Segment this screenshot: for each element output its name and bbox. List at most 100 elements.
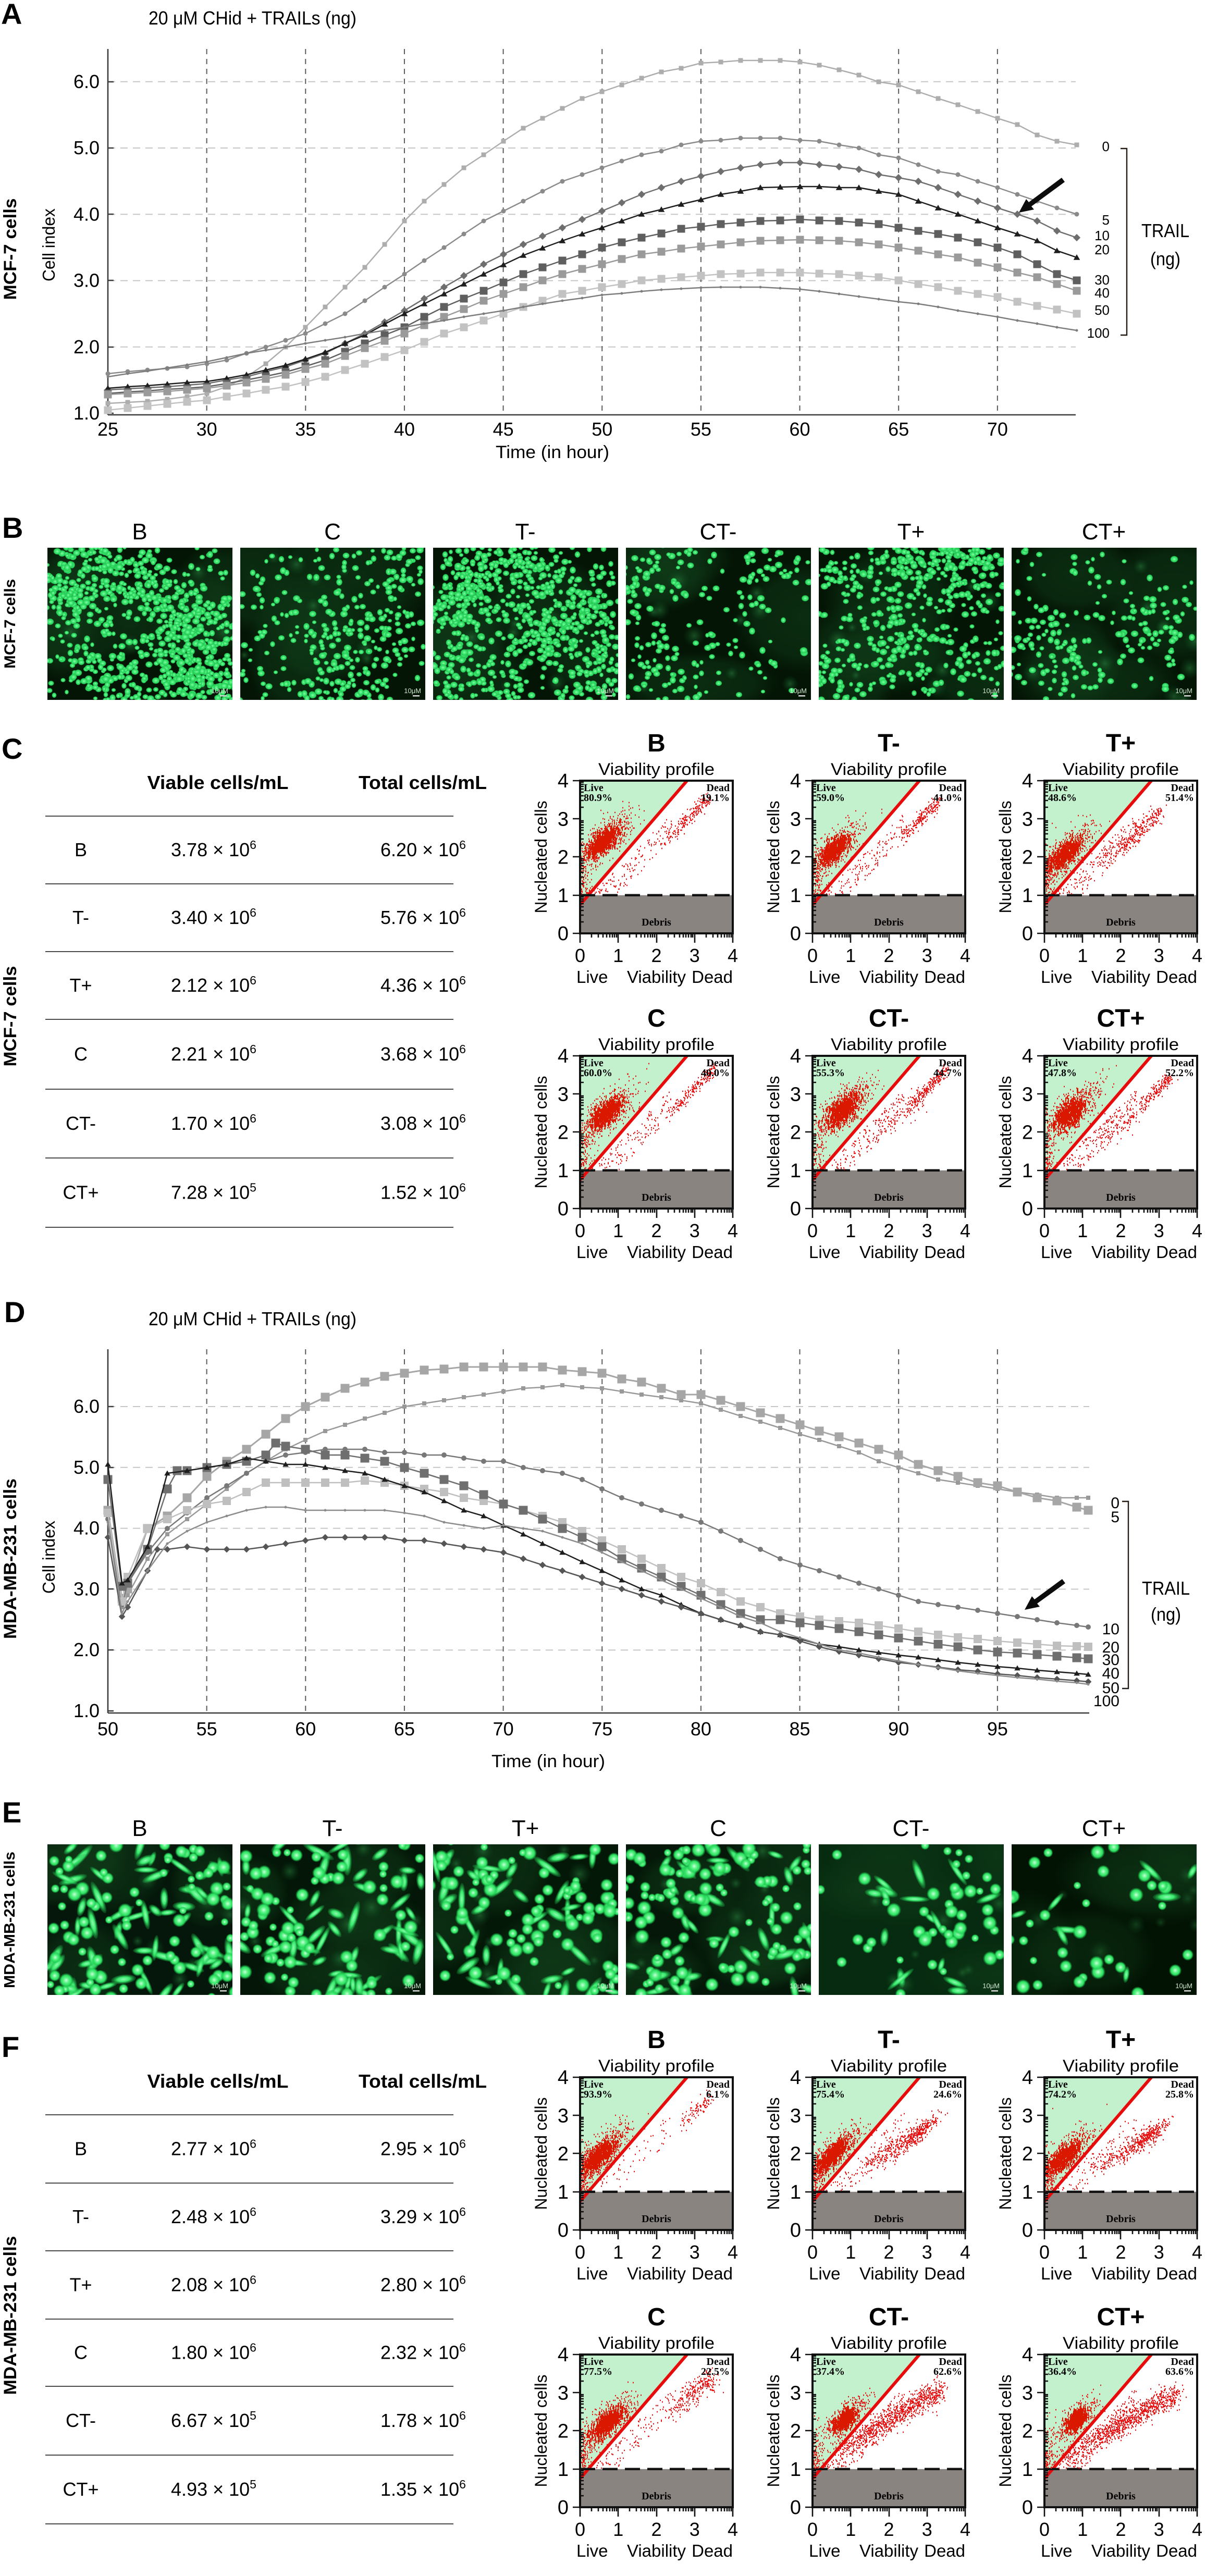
svg-text:3: 3 bbox=[558, 2382, 569, 2404]
svg-text:TRAIL: TRAIL bbox=[1142, 1577, 1190, 1599]
svg-text:55: 55 bbox=[691, 418, 711, 440]
svg-text:0: 0 bbox=[1022, 2220, 1033, 2241]
svg-text:Nucleated cells: Nucleated cells bbox=[996, 1076, 1015, 1189]
svg-text:2.77 × 106: 2.77 × 106 bbox=[171, 2137, 256, 2160]
svg-text:10: 10 bbox=[1102, 1621, 1119, 1638]
svg-text:1: 1 bbox=[790, 2459, 801, 2481]
svg-text:Nucleated cells: Nucleated cells bbox=[996, 801, 1015, 914]
svg-text:100: 100 bbox=[1093, 1693, 1119, 1710]
svg-text:3: 3 bbox=[922, 2241, 932, 2263]
svg-text:Live: Live bbox=[816, 782, 836, 794]
svg-text:MCF-7 cells: MCF-7 cells bbox=[2, 579, 19, 669]
svg-text:0: 0 bbox=[1022, 1198, 1033, 1220]
svg-text:Debris: Debris bbox=[1106, 1192, 1136, 1203]
svg-text:70: 70 bbox=[493, 1718, 514, 1740]
svg-text:2: 2 bbox=[883, 1220, 894, 1241]
svg-text:Live: Live bbox=[1041, 967, 1073, 987]
svg-text:3: 3 bbox=[690, 2519, 700, 2540]
svg-text:T-: T- bbox=[878, 730, 900, 757]
svg-text:Live: Live bbox=[809, 1242, 841, 1262]
svg-text:50: 50 bbox=[1102, 1680, 1119, 1697]
svg-text:2: 2 bbox=[1022, 2143, 1033, 2165]
svg-text:2.21 × 106: 2.21 × 106 bbox=[171, 1042, 256, 1065]
svg-text:Viability profile: Viability profile bbox=[598, 760, 715, 779]
svg-text:1: 1 bbox=[613, 2519, 623, 2540]
svg-text:MCF-7 cells: MCF-7 cells bbox=[1, 199, 20, 300]
svg-text:4.93 × 105: 4.93 × 105 bbox=[171, 2478, 256, 2500]
svg-text:55: 55 bbox=[196, 1718, 217, 1740]
svg-text:Viability: Viability bbox=[859, 967, 919, 987]
svg-text:Debris: Debris bbox=[642, 2491, 671, 2502]
svg-text:2: 2 bbox=[790, 847, 801, 869]
svg-text:1: 1 bbox=[790, 1160, 801, 1182]
svg-text:4: 4 bbox=[960, 2241, 970, 2263]
svg-text:0: 0 bbox=[807, 945, 818, 966]
svg-text:T-: T- bbox=[878, 2026, 900, 2054]
svg-text:4: 4 bbox=[1022, 1045, 1033, 1067]
svg-text:3: 3 bbox=[922, 945, 932, 966]
svg-text:2: 2 bbox=[1115, 2241, 1126, 2263]
svg-text:Viability: Viability bbox=[1091, 2264, 1151, 2283]
svg-text:Live: Live bbox=[1048, 782, 1068, 794]
svg-text:1: 1 bbox=[845, 2519, 856, 2540]
svg-text:Dead: Dead bbox=[1156, 1242, 1197, 1262]
svg-text:3.0: 3.0 bbox=[73, 270, 100, 291]
svg-text:2: 2 bbox=[790, 1122, 801, 1144]
svg-text:CT+: CT+ bbox=[63, 1182, 99, 1203]
svg-text:100: 100 bbox=[1087, 325, 1110, 341]
svg-text:CT+: CT+ bbox=[63, 2479, 99, 2500]
svg-text:Live: Live bbox=[1048, 2356, 1068, 2368]
svg-text:4: 4 bbox=[1192, 2519, 1202, 2540]
svg-text:Dead: Dead bbox=[707, 2356, 730, 2368]
svg-text:10μM: 10μM bbox=[1175, 687, 1192, 695]
svg-text:0: 0 bbox=[1022, 923, 1033, 945]
svg-text:Dead: Dead bbox=[707, 782, 730, 794]
svg-text:2.95 × 106: 2.95 × 106 bbox=[380, 2137, 466, 2160]
svg-text:0: 0 bbox=[1022, 2497, 1033, 2519]
svg-text:1: 1 bbox=[613, 2241, 623, 2263]
svg-text:4: 4 bbox=[790, 2067, 801, 2089]
svg-text:Debris: Debris bbox=[1106, 2213, 1136, 2225]
svg-text:Nucleated cells: Nucleated cells bbox=[532, 2098, 550, 2210]
svg-text:2.08 × 106: 2.08 × 106 bbox=[171, 2273, 256, 2296]
svg-text:Dead: Dead bbox=[1156, 967, 1197, 987]
svg-text:Nucleated cells: Nucleated cells bbox=[532, 2375, 550, 2487]
svg-text:59.0%: 59.0% bbox=[816, 792, 845, 804]
svg-text:4: 4 bbox=[728, 2519, 738, 2540]
svg-text:1.70 × 106: 1.70 × 106 bbox=[171, 1112, 256, 1134]
svg-text:Dead: Dead bbox=[1171, 782, 1194, 794]
svg-text:Live: Live bbox=[576, 967, 608, 987]
svg-text:60.0%: 60.0% bbox=[584, 1067, 612, 1079]
svg-text:C: C bbox=[74, 2342, 88, 2363]
svg-text:80: 80 bbox=[691, 1718, 711, 1740]
svg-text:70: 70 bbox=[987, 418, 1008, 440]
svg-text:B: B bbox=[75, 2138, 87, 2160]
svg-text:Live: Live bbox=[1041, 1242, 1073, 1262]
svg-text:3: 3 bbox=[1022, 808, 1033, 830]
svg-text:T+: T+ bbox=[1106, 730, 1136, 757]
svg-text:45: 45 bbox=[493, 418, 514, 440]
svg-text:T+: T+ bbox=[69, 975, 92, 996]
svg-text:4: 4 bbox=[728, 2241, 738, 2263]
svg-text:2: 2 bbox=[651, 1220, 661, 1241]
svg-text:30: 30 bbox=[196, 418, 217, 440]
svg-text:4.0: 4.0 bbox=[73, 1518, 100, 1539]
svg-text:1: 1 bbox=[790, 2181, 801, 2203]
svg-text:3: 3 bbox=[1154, 2519, 1164, 2540]
svg-text:10μM: 10μM bbox=[597, 687, 614, 695]
svg-text:4: 4 bbox=[960, 1220, 970, 1241]
svg-text:3: 3 bbox=[790, 808, 801, 830]
svg-text:3: 3 bbox=[1022, 2105, 1033, 2127]
svg-text:B: B bbox=[132, 1816, 147, 1841]
svg-text:20 μM CHid + TRAILs (ng): 20 μM CHid + TRAILs (ng) bbox=[149, 7, 356, 29]
svg-text:5.0: 5.0 bbox=[73, 137, 100, 158]
svg-text:10μM: 10μM bbox=[404, 1982, 421, 1990]
svg-text:4: 4 bbox=[558, 1045, 569, 1067]
svg-text:Viability: Viability bbox=[627, 2264, 686, 2283]
svg-text:Time (in hour): Time (in hour) bbox=[491, 1752, 605, 1771]
svg-text:CT-: CT- bbox=[893, 1816, 930, 1841]
svg-text:0: 0 bbox=[575, 945, 585, 966]
svg-text:5: 5 bbox=[1102, 212, 1110, 228]
svg-text:10μM: 10μM bbox=[982, 1982, 1000, 1990]
svg-text:40: 40 bbox=[394, 418, 415, 440]
